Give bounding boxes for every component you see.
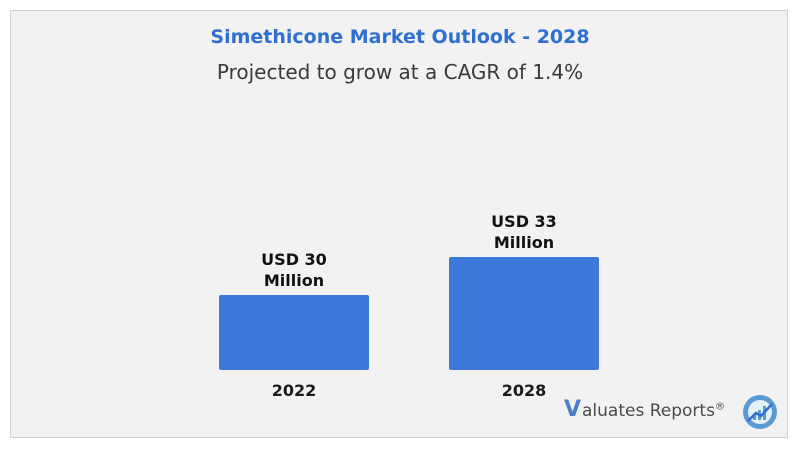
logo-text: aluates Reports® [582, 401, 725, 421]
logo-registered-mark: ® [714, 401, 725, 413]
chart-frame [10, 10, 788, 438]
data-label-2028-line-2: Million [494, 233, 554, 252]
data-label-2022-line-2: Million [264, 271, 324, 290]
data-label-2028-line-1: USD 33 [491, 212, 557, 231]
logo-name: aluates Reports [582, 401, 715, 421]
valuates-reports-logo: V aluates Reports® [564, 395, 784, 430]
x-tick-label-2028: 2028 [502, 381, 547, 400]
bars-layer: USD 30 Million 2022 USD 33 Million 2028 [219, 212, 599, 400]
bar-2028 [449, 257, 599, 370]
x-tick-label-2022: 2022 [272, 381, 317, 400]
data-label-2022-line-1: USD 30 [261, 250, 327, 269]
bar-2022 [219, 295, 369, 370]
logo-letter: V [564, 397, 582, 422]
rising-chart-circle-icon [743, 395, 777, 429]
chart-title: Simethicone Market Outlook - 2028 [210, 26, 590, 48]
chart-subtitle: Projected to grow at a CAGR of 1.4% [216, 60, 584, 84]
